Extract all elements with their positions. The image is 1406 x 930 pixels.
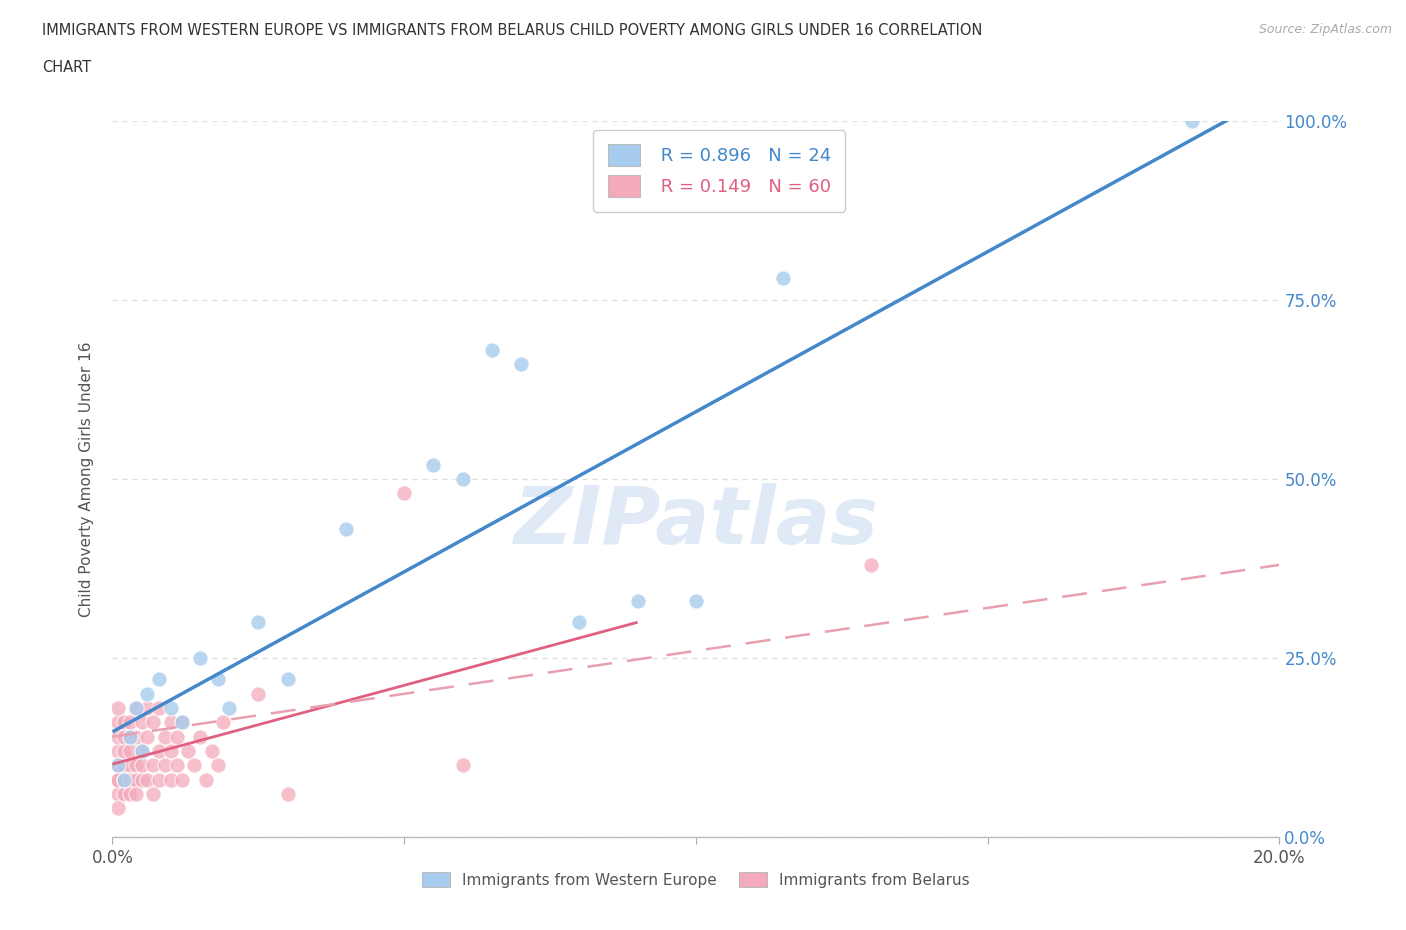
Point [136,700,159,715]
Point [207,672,229,687]
Text: ZIPatlas: ZIPatlas [513,483,879,561]
Point [118,772,141,787]
Point [160,715,183,730]
Point [148,772,170,787]
Point [125,700,148,715]
Text: CHART: CHART [42,60,91,75]
Point [212,715,235,730]
Point [112,772,135,787]
Point [107,744,129,759]
Point [107,700,129,715]
Point [131,744,153,759]
Point [107,715,129,730]
Point [451,472,474,486]
Y-axis label: Child Poverty Among Girls Under 16: Child Poverty Among Girls Under 16 [79,341,94,617]
Point [136,729,159,744]
Point [148,700,170,715]
Point [125,758,148,773]
Text: Source: ZipAtlas.com: Source: ZipAtlas.com [1258,23,1392,36]
Point [172,772,194,787]
Point [125,772,148,787]
Point [125,787,148,802]
Point [125,700,148,715]
Point [148,672,170,687]
Point [394,485,416,500]
Point [118,787,141,802]
Point [194,772,217,787]
Point [112,715,135,730]
Point [107,772,129,787]
Point [107,758,129,773]
Point [118,729,141,744]
Point [247,686,270,701]
Point [172,715,194,730]
Point [131,758,153,773]
Point [201,744,224,759]
Point [166,729,188,744]
Point [131,744,153,759]
Point [112,787,135,802]
Point [1181,113,1204,128]
Point [160,772,183,787]
Point [207,758,229,773]
Point [160,700,183,715]
Point [142,787,165,802]
Point [183,758,205,773]
Point [335,522,357,537]
Point [451,758,474,773]
Point [172,715,194,730]
Point [107,801,129,816]
Legend: Immigrants from Western Europe, Immigrants from Belarus: Immigrants from Western Europe, Immigran… [416,866,976,894]
Point [107,729,129,744]
Point [118,758,141,773]
Point [772,271,794,286]
Point [118,729,141,744]
Point [509,357,531,372]
Point [142,758,165,773]
Point [112,729,135,744]
Point [118,744,141,759]
Point [142,715,165,730]
Point [160,744,183,759]
Point [136,686,159,701]
Point [568,615,591,630]
Point [107,758,129,773]
Point [125,729,148,744]
Point [148,744,170,759]
Point [153,758,176,773]
Point [112,772,135,787]
Point [112,744,135,759]
Point [218,700,240,715]
Point [247,615,270,630]
Point [136,772,159,787]
Point [107,772,129,787]
Point [153,729,176,744]
Point [685,593,707,608]
Point [422,458,444,472]
Point [276,672,298,687]
Point [131,715,153,730]
Point [627,593,650,608]
Point [860,557,883,572]
Point [188,651,211,666]
Text: IMMIGRANTS FROM WESTERN EUROPE VS IMMIGRANTS FROM BELARUS CHILD POVERTY AMONG GI: IMMIGRANTS FROM WESTERN EUROPE VS IMMIGR… [42,23,983,38]
Point [112,758,135,773]
Point [177,744,200,759]
Point [276,787,298,802]
Point [107,787,129,802]
Point [166,758,188,773]
Point [131,772,153,787]
Point [118,715,141,730]
Point [188,729,211,744]
Point [481,342,503,357]
